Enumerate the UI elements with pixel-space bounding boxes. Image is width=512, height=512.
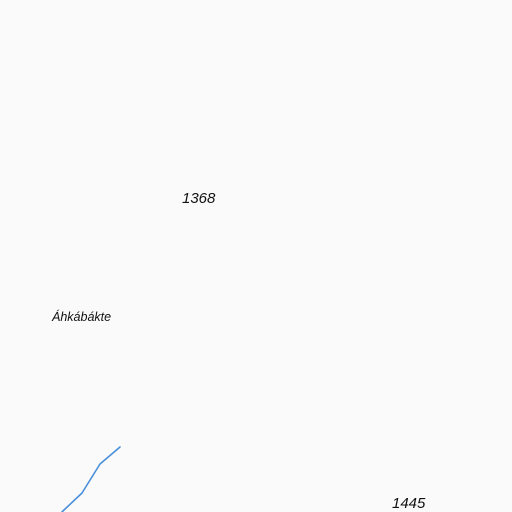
elevation-label: 1445 [392, 495, 426, 512]
place-name-label: Áhkábákte [52, 310, 112, 324]
elevation-label: 1368 [182, 190, 216, 207]
